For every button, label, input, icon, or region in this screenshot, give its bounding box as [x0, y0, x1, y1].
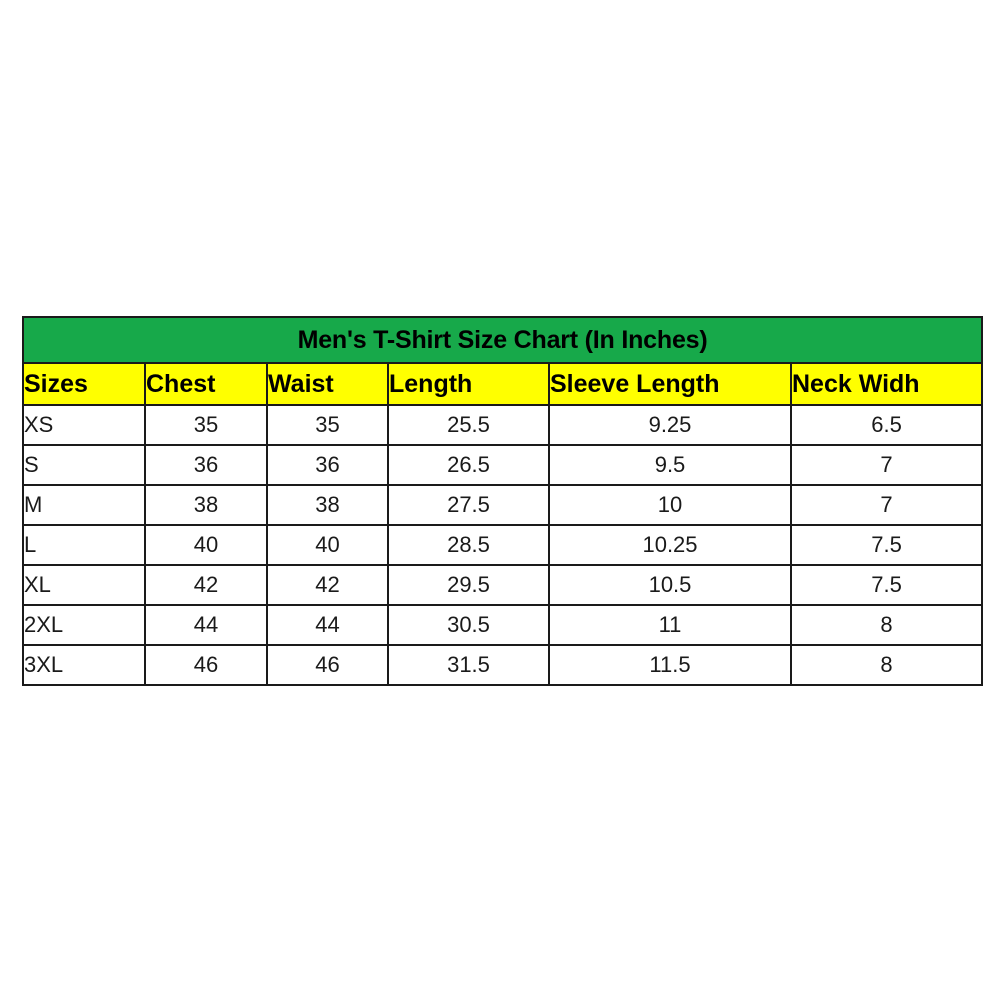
- table-row: XL 42 42 29.5 10.5 7.5: [22, 564, 984, 606]
- cell-chest: 44: [144, 604, 268, 646]
- size-chart-table: Men's T-Shirt Size Chart (In Inches) Siz…: [21, 316, 984, 686]
- cell-length: 28.5: [387, 524, 550, 566]
- cell-sleeve-length: 10.5: [548, 564, 792, 606]
- cell-size: XL: [22, 564, 146, 606]
- cell-waist: 42: [266, 564, 389, 606]
- cell-size: 2XL: [22, 604, 146, 646]
- column-header-sizes: Sizes: [22, 362, 146, 406]
- cell-waist: 36: [266, 444, 389, 486]
- column-header-chest: Chest: [144, 362, 268, 406]
- cell-neck-width: 7.5: [789, 524, 984, 566]
- cell-waist: 38: [266, 484, 389, 526]
- cell-size: M: [22, 484, 146, 526]
- table-head: Men's T-Shirt Size Chart (In Inches) Siz…: [21, 316, 984, 406]
- table-body: XS 35 35 25.5 9.25 6.5 S 36 36 26.5 9.5 …: [22, 404, 984, 686]
- title-row: Men's T-Shirt Size Chart (In Inches): [21, 316, 984, 364]
- cell-length: 29.5: [387, 564, 550, 606]
- cell-length: 26.5: [387, 444, 550, 486]
- header-row: Sizes Chest Waist Length Sleeve Length N…: [22, 362, 984, 406]
- cell-chest: 40: [144, 524, 268, 566]
- cell-sleeve-length: 10.25: [548, 524, 792, 566]
- chart-title: Men's T-Shirt Size Chart (In Inches): [21, 316, 984, 364]
- column-header-length: Length: [387, 362, 550, 406]
- cell-sleeve-length: 11: [548, 604, 792, 646]
- cell-neck-width: 6.5: [789, 404, 984, 446]
- cell-length: 31.5: [387, 644, 550, 686]
- column-header-sleeve-length: Sleeve Length: [548, 362, 792, 406]
- cell-length: 30.5: [387, 604, 550, 646]
- cell-chest: 35: [144, 404, 268, 446]
- cell-sleeve-length: 10: [548, 484, 792, 526]
- cell-chest: 36: [144, 444, 268, 486]
- cell-size: XS: [22, 404, 146, 446]
- cell-sleeve-length: 9.25: [548, 404, 792, 446]
- cell-sleeve-length: 11.5: [548, 644, 792, 686]
- cell-neck-width: 7.5: [789, 564, 984, 606]
- cell-chest: 42: [144, 564, 268, 606]
- cell-length: 27.5: [387, 484, 550, 526]
- cell-size: S: [22, 444, 146, 486]
- table-row: 3XL 46 46 31.5 11.5 8: [22, 644, 984, 686]
- cell-neck-width: 8: [789, 604, 984, 646]
- cell-sleeve-length: 9.5: [548, 444, 792, 486]
- cell-waist: 44: [266, 604, 389, 646]
- table-row: XS 35 35 25.5 9.25 6.5: [22, 404, 984, 446]
- table-row: 2XL 44 44 30.5 11 8: [22, 604, 984, 646]
- table-row: M 38 38 27.5 10 7: [22, 484, 984, 526]
- column-header-waist: Waist: [266, 362, 389, 406]
- table-row: S 36 36 26.5 9.5 7: [22, 444, 984, 486]
- table-row: L 40 40 28.5 10.25 7.5: [22, 524, 984, 566]
- cell-size: 3XL: [22, 644, 146, 686]
- cell-waist: 40: [266, 524, 389, 566]
- cell-size: L: [22, 524, 146, 566]
- cell-neck-width: 7: [789, 444, 984, 486]
- cell-chest: 46: [144, 644, 268, 686]
- cell-waist: 35: [266, 404, 389, 446]
- cell-neck-width: 7: [789, 484, 984, 526]
- cell-chest: 38: [144, 484, 268, 526]
- column-header-neck-width: Neck Widh: [789, 362, 984, 406]
- cell-neck-width: 8: [789, 644, 984, 686]
- cell-length: 25.5: [387, 404, 550, 446]
- cell-waist: 46: [266, 644, 389, 686]
